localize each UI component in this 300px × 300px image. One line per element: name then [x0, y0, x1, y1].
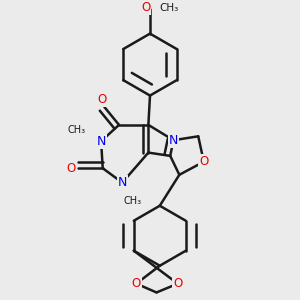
Text: O: O	[141, 1, 150, 14]
Text: O: O	[97, 93, 106, 106]
Text: O: O	[199, 155, 208, 168]
Text: O: O	[173, 277, 182, 290]
Text: CH₃: CH₃	[159, 2, 178, 13]
Text: O: O	[67, 162, 76, 175]
Text: N: N	[169, 134, 178, 147]
Text: CH₃: CH₃	[124, 196, 142, 206]
Text: N: N	[118, 176, 127, 189]
Text: N: N	[96, 135, 106, 148]
Text: O: O	[132, 277, 141, 290]
Text: CH₃: CH₃	[67, 125, 86, 135]
